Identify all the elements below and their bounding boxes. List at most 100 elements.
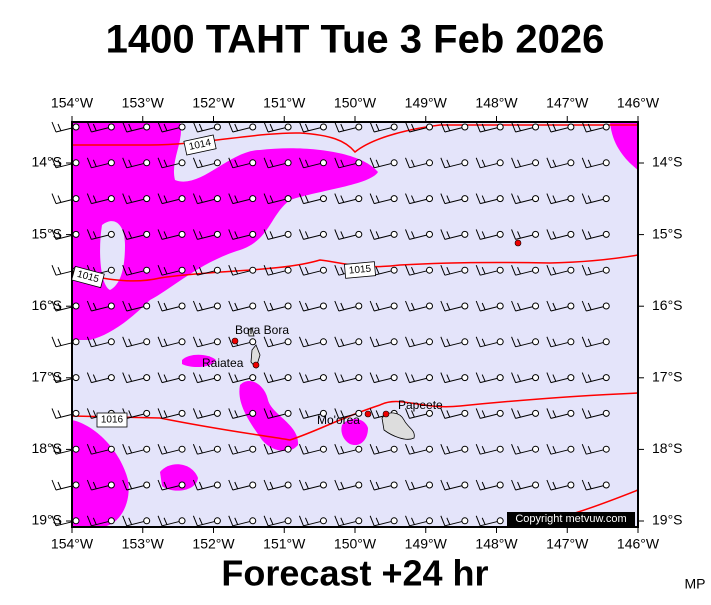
wind-barb [298, 336, 327, 348]
wind-barb [369, 444, 398, 455]
wind-barb [263, 121, 292, 133]
wind-barb [581, 193, 610, 205]
wind-barb [228, 265, 257, 276]
longitude-label: 153°W [122, 536, 165, 552]
barb-station [143, 481, 151, 489]
barb-station [72, 230, 80, 238]
wind-barb [86, 121, 115, 133]
barb-station [72, 409, 80, 417]
barb-station [532, 445, 540, 453]
barb-station [107, 445, 115, 453]
island [381, 412, 415, 440]
barb-station [178, 374, 186, 382]
wind-barb [263, 229, 292, 240]
wind-barb [86, 479, 115, 491]
wind-barb [334, 479, 363, 491]
latitude-label: 19°S [31, 512, 62, 528]
wind-barb [475, 479, 504, 491]
wind-barb [86, 193, 115, 205]
barb-station [390, 123, 398, 131]
barb-station [602, 266, 610, 274]
wind-barb [475, 157, 504, 169]
high-wind-area [72, 420, 129, 527]
barb-station [496, 338, 504, 346]
place-marker [364, 410, 372, 418]
wind-barb [192, 121, 221, 133]
wind-barb [405, 300, 433, 312]
wind-barb [86, 157, 115, 169]
wind-barb [122, 265, 151, 276]
barb-station [213, 517, 221, 525]
barb-station [249, 302, 257, 310]
barb-station [602, 123, 610, 131]
barb-station [319, 445, 327, 453]
barb-station [143, 338, 151, 346]
wind-barb [475, 336, 504, 348]
barb-station [319, 409, 327, 417]
islands [247, 327, 415, 440]
wind-barb [405, 193, 433, 205]
wind-barb [157, 265, 186, 276]
wind-barb [122, 229, 151, 240]
longitude-label: 151°W [263, 536, 306, 552]
high-wind-area [341, 418, 368, 446]
isobar-label: 1014 [183, 134, 217, 156]
longitude-label: 154°W [51, 536, 94, 552]
barb-station [178, 517, 186, 525]
wind-barb [86, 444, 115, 455]
barb-station [461, 195, 469, 203]
barb-station [284, 302, 292, 310]
wind-barb [440, 193, 469, 205]
barb-station [426, 195, 433, 203]
wind-barb [334, 444, 363, 455]
high-wind-area [239, 380, 299, 452]
place-marker [382, 410, 390, 418]
wind-barb [581, 229, 610, 240]
isobar-label-text: 1015 [348, 264, 372, 277]
barb-station [284, 338, 292, 346]
wind-barb [334, 229, 363, 240]
barb-station [213, 481, 221, 489]
wind-barb [263, 193, 292, 205]
wind-barb [581, 336, 610, 348]
wind-barb [192, 444, 221, 455]
wind-barb [334, 515, 363, 527]
barb-station [178, 409, 186, 417]
wind-barb [405, 515, 433, 527]
barb-station [284, 230, 292, 238]
wind-barb [369, 300, 398, 312]
barb-station [461, 123, 469, 131]
subtitle: Forecast +24 hr [221, 553, 488, 594]
wind-barb [157, 479, 186, 491]
wind-barb [405, 444, 433, 455]
barb-station [390, 266, 398, 274]
barb-station [72, 374, 80, 382]
high-wind-area [72, 122, 378, 340]
barb-station [602, 409, 610, 417]
wind-barb [546, 372, 575, 384]
barb-station [496, 123, 504, 131]
barb-station [355, 302, 363, 310]
barb-station [107, 374, 115, 382]
barb-station [426, 517, 433, 525]
barb-station [532, 159, 540, 167]
barb-station [72, 517, 80, 525]
barb-station [249, 338, 257, 346]
isobar-label-box [96, 412, 128, 428]
barb-station [532, 409, 540, 417]
wind-barb [122, 193, 151, 205]
wind-barb [228, 300, 257, 312]
barb-station [284, 159, 292, 167]
wind-barb [546, 229, 575, 240]
high-wind-area [610, 122, 638, 170]
longitude-label: 146°W [617, 95, 660, 111]
wind-barb [334, 157, 363, 169]
longitude-label: 148°W [475, 536, 518, 552]
barb-station [390, 159, 398, 167]
barb-station [602, 302, 610, 310]
wind-barb [405, 479, 433, 491]
barb-station [426, 266, 433, 274]
wind-barb [228, 479, 257, 491]
barb-station [602, 338, 610, 346]
